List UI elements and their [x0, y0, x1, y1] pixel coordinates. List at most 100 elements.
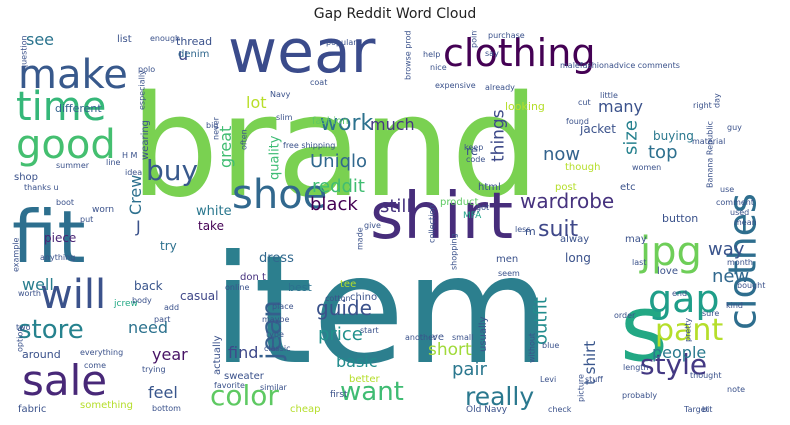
word-check: check [548, 405, 572, 414]
word-well: well [22, 275, 54, 294]
word-pant: pant [655, 313, 723, 348]
word-chino: chino [350, 292, 377, 303]
word-another: another [405, 333, 437, 342]
word-comment: comment [716, 198, 754, 207]
word-cotton: cotton [325, 294, 351, 303]
word-sweater: sweater [224, 371, 265, 382]
word-feel: feel [148, 383, 178, 402]
word-price: price [318, 324, 363, 345]
word-place: place [272, 302, 294, 311]
word-code: code [466, 155, 485, 164]
word-looking: looking [505, 100, 545, 113]
word-ve: ve [432, 332, 444, 343]
word-option: option [15, 327, 24, 352]
word-wear: wear [228, 30, 376, 87]
word-style: style [640, 348, 707, 381]
word-t-shirt: t shirt [581, 341, 599, 385]
word-good: good [16, 122, 116, 168]
word-material: material [692, 137, 725, 146]
word-malefashionadvice-comments: malefashionadvice comments [560, 61, 680, 70]
word-love: love [657, 266, 678, 277]
word-make: make [18, 52, 128, 98]
word-often: often [239, 129, 248, 150]
word-u: u [178, 45, 188, 64]
word-keep: keep [464, 143, 483, 152]
word-new: new [712, 266, 749, 287]
word-add: add [164, 303, 179, 312]
word-got: got [476, 203, 489, 212]
word-give: give [364, 221, 381, 230]
word-fashion: fashion [312, 116, 348, 127]
word-blue: blue [542, 341, 559, 350]
word-short: short [428, 340, 472, 360]
word-bottom: bottom [152, 404, 181, 413]
word-worth: worth [18, 289, 41, 298]
word-first: first [330, 390, 348, 400]
word-anything: anything [40, 253, 75, 262]
word-shirt: shirt [370, 180, 513, 254]
word-re: re [466, 144, 478, 158]
word-color: color [210, 379, 279, 412]
word-two: two [16, 323, 31, 332]
word-right: right [693, 101, 712, 110]
word-cheap: cheap [290, 404, 320, 415]
word-question: question [19, 35, 28, 70]
word-day: day [712, 93, 721, 108]
word-see: see [26, 30, 54, 49]
word-bought: bought [737, 281, 765, 290]
word-body: body [132, 296, 152, 305]
word-brand: brand [130, 66, 540, 229]
word-guide: guide [316, 296, 372, 320]
word-buy: buy [146, 154, 198, 187]
word-quality: quality [267, 135, 282, 180]
word-clothes: clothes [720, 193, 764, 330]
word-tee: tee [340, 279, 356, 290]
word-s: s [620, 275, 668, 382]
word-fabric: fabric [18, 404, 46, 415]
word-sure: sure [702, 309, 719, 318]
word-target: Target [683, 405, 709, 414]
word-uniqlo: Uniqlo [310, 151, 367, 172]
word-list: list [117, 34, 132, 45]
word-boot: boot [56, 198, 74, 207]
word-end: end [672, 289, 687, 298]
word-something: something [80, 400, 133, 411]
word-pair: pair [452, 359, 487, 380]
word-type: type [266, 330, 284, 339]
word-shopping: shopping [449, 233, 458, 270]
word-around: around [22, 348, 61, 361]
word-start: start [360, 326, 379, 335]
word-different: different [55, 102, 102, 115]
word-everything: everything [80, 348, 123, 357]
word-women: women [632, 163, 661, 172]
word-things: things [489, 109, 509, 162]
word-now: now [543, 144, 580, 165]
word-slim: slim [276, 113, 293, 122]
word-post: post [555, 182, 577, 193]
word-mfa: MFA [463, 211, 482, 221]
word-say: say [485, 49, 499, 58]
word-thanks-u: thanks u [24, 183, 59, 192]
word-browse-product: browse product [403, 30, 412, 80]
word-classic: classic [264, 344, 290, 353]
word-little: little [600, 91, 618, 100]
word-purchase: purchase [488, 31, 525, 40]
word-stuff: stuff [585, 375, 603, 384]
word-product: product [440, 197, 479, 208]
word-lot: lot [246, 93, 267, 112]
word-may: may [625, 234, 647, 245]
word-long: long [565, 251, 591, 265]
word-denim: denim [178, 49, 209, 60]
word-jcrew: jcrew [113, 299, 138, 309]
word-note: note [727, 385, 745, 394]
word-button: button [662, 212, 698, 225]
word-last: last [632, 258, 646, 267]
word-basic: basic [336, 352, 378, 371]
word-summer: summer [56, 161, 90, 170]
word-similar: similar [260, 383, 288, 392]
word-cut: cut [578, 98, 591, 107]
word-way: way [708, 239, 745, 260]
word-probably: probably [622, 391, 657, 400]
word-actually: actually [212, 335, 223, 375]
